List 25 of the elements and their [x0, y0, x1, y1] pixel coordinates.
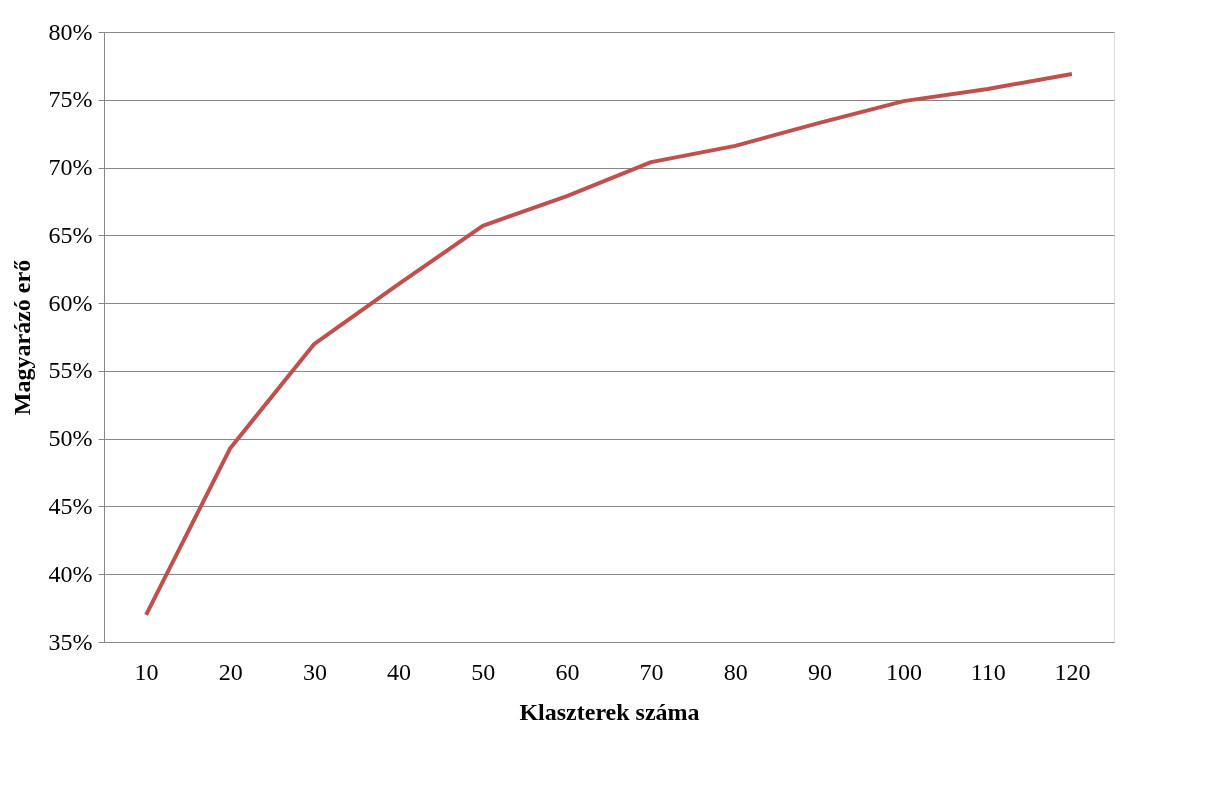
y-tick-label: 75% — [48, 86, 93, 113]
x-tick-label: 80 — [723, 658, 748, 685]
x-tick-label: 40 — [387, 658, 412, 685]
x-tick-label: 10 — [134, 658, 159, 685]
x-tick-label: 70 — [639, 658, 664, 685]
y-tick-label: 45% — [48, 492, 93, 519]
y-tick-label: 35% — [48, 628, 93, 655]
x-tick-label: 100 — [886, 658, 923, 685]
y-tick-label: 55% — [48, 357, 93, 384]
y-tick-label: 60% — [48, 289, 93, 316]
y-tick-label: 65% — [48, 221, 93, 248]
y-axis-title: Magyarázó erő — [8, 259, 35, 416]
y-tick-label: 80% — [48, 18, 93, 45]
y-tick-label: 70% — [48, 154, 93, 181]
x-tick-label: 120 — [1054, 658, 1091, 685]
y-tick-label: 50% — [48, 425, 93, 452]
x-tick-label: 50 — [471, 658, 496, 685]
x-tick-label: 20 — [218, 658, 243, 685]
x-tick-label: 110 — [970, 658, 1006, 685]
line-series — [144, 72, 1074, 617]
x-axis-title: Klaszterek száma — [519, 698, 700, 725]
x-tick-label: 30 — [302, 658, 327, 685]
y-tick-label: 40% — [48, 560, 93, 587]
x-tick-label: 60 — [555, 658, 580, 685]
x-tick-label: 90 — [807, 658, 832, 685]
